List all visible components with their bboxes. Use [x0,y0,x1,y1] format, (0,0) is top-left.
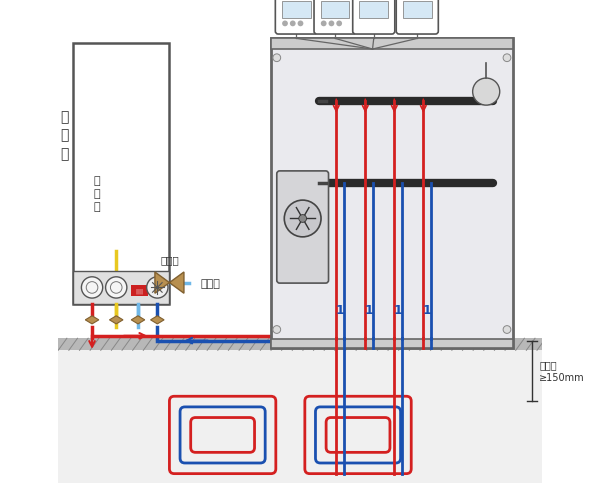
Circle shape [290,21,296,27]
Bar [403,2,431,18]
Polygon shape [131,316,145,324]
Text: ||||: |||| [135,288,143,293]
Polygon shape [109,316,123,324]
Circle shape [329,21,334,27]
Bar [282,2,311,18]
Circle shape [273,326,281,333]
FancyBboxPatch shape [396,0,439,35]
Polygon shape [151,316,164,324]
Text: 1: 1 [365,303,373,316]
Bar [58,338,542,350]
Bar [73,44,169,305]
Circle shape [299,215,307,223]
Polygon shape [85,316,99,324]
Circle shape [321,21,326,27]
Circle shape [106,277,127,299]
Circle shape [282,21,288,27]
Circle shape [298,21,304,27]
Circle shape [503,326,511,333]
Circle shape [336,21,342,27]
FancyBboxPatch shape [277,171,329,284]
Text: 1: 1 [335,303,344,316]
Bar [131,286,148,296]
FancyBboxPatch shape [314,0,356,35]
Bar [271,39,513,348]
Circle shape [473,79,500,106]
Text: 1: 1 [394,303,403,316]
Text: 1: 1 [422,303,431,316]
Circle shape [146,277,168,299]
Bar [58,341,542,484]
Text: 天
然
气: 天 然 气 [94,176,100,212]
FancyBboxPatch shape [275,0,317,35]
Circle shape [503,55,511,62]
Circle shape [82,277,103,299]
Circle shape [284,201,321,237]
Polygon shape [155,272,184,294]
Bar [271,339,513,348]
Bar [359,2,388,18]
Text: 过滤器: 过滤器 [160,255,179,265]
Bar [321,2,349,18]
FancyBboxPatch shape [353,0,395,35]
Text: 自来水: 自来水 [201,278,221,288]
Bar [271,39,513,50]
Text: 壁
挂
炉: 壁 挂 炉 [60,110,68,161]
Circle shape [273,55,281,62]
Bar [73,271,169,305]
Text: 离地面
≥150mm: 离地面 ≥150mm [539,360,585,383]
